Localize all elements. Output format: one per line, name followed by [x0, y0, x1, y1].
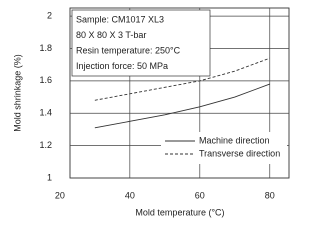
x-tick-label: 80: [265, 190, 275, 200]
y-tick-label: 1.2: [39, 140, 52, 150]
y-tick-label: 1: [47, 172, 52, 182]
y-tick-label: 1.6: [39, 75, 52, 85]
legend-box: [161, 132, 287, 164]
legend-label: Machine direction: [199, 135, 270, 145]
series-line: [94, 83, 270, 129]
y-tick-label: 2: [47, 10, 52, 20]
x-tick-label: 40: [125, 190, 135, 200]
y-tick-label: 1.4: [39, 108, 52, 118]
annotation: Injection force: 50 MPa: [76, 61, 168, 71]
chart: Mold temperature (°C) Mold shrinkage (%)…: [12, 7, 290, 217]
x-tick-label: 60: [195, 190, 205, 200]
y-tick-label: 1.8: [39, 43, 52, 53]
x-tick-label: 20: [55, 190, 65, 200]
annotation: Sample: CM1017 XL3: [76, 14, 164, 24]
annotation: 80 X 80 X 3 T-bar: [76, 30, 146, 40]
y-axis-label: Mold shrinkage (%): [12, 54, 22, 132]
annotation: Resin temperature: 250°C: [76, 45, 181, 55]
annotation-box: [71, 9, 211, 77]
legend-label: Transverse direction: [199, 148, 280, 158]
x-axis-label: Mold temperature (°C): [135, 207, 224, 217]
